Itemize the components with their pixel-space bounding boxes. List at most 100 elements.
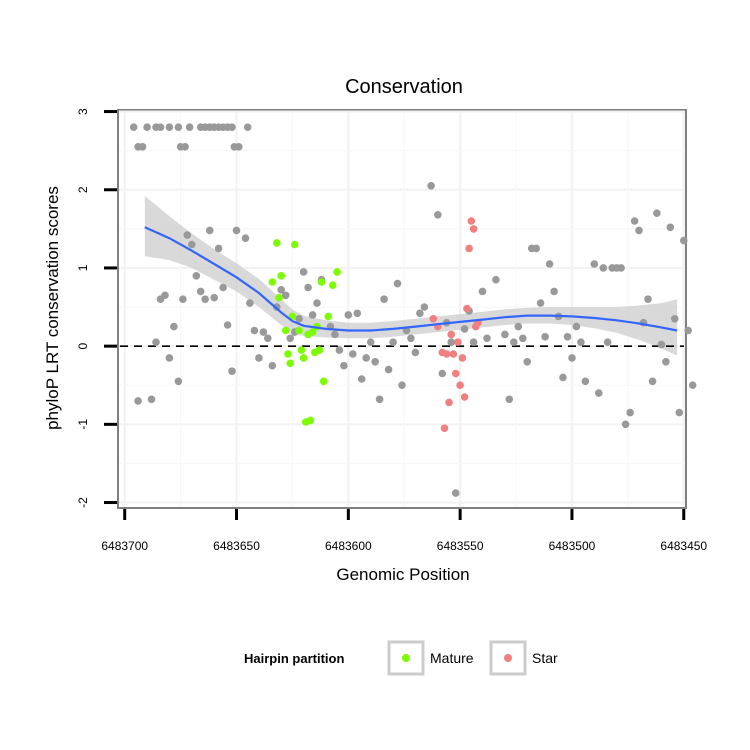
legend-swatch-star [504, 654, 512, 662]
point-other [147, 395, 156, 404]
x-tick-label: 6483500 [549, 539, 596, 553]
point-star [469, 225, 478, 233]
chart-title: Conservation [345, 76, 463, 98]
point-other [393, 279, 402, 288]
point-mature [317, 278, 326, 286]
point-other [286, 334, 295, 343]
point-other [161, 291, 169, 300]
legend-item-star: Star [489, 640, 558, 676]
x-axis-title: Genomic Position [336, 565, 469, 584]
legend: Hairpin partition Mature Star [244, 640, 558, 676]
point-other [214, 244, 223, 253]
point-other [568, 354, 576, 362]
point-other [188, 240, 196, 249]
point-mature [299, 354, 308, 362]
point-other [671, 315, 679, 323]
point-star [465, 244, 473, 253]
x-axis: 6483700 6483650 6483600 6483550 6483500 64834… [101, 509, 707, 553]
point-other [304, 283, 312, 292]
point-other [243, 123, 252, 131]
point-other [143, 123, 151, 131]
x-tick-label: 6483550 [437, 539, 484, 553]
point-other [156, 123, 165, 131]
point-star [460, 393, 469, 401]
x-tick-label: 6483450 [660, 539, 707, 553]
point-mature [286, 359, 295, 368]
point-other [514, 322, 523, 331]
point-mature [273, 239, 281, 247]
point-star [454, 338, 462, 347]
point-other [572, 322, 581, 331]
point-other [680, 236, 688, 245]
point-other [532, 244, 540, 253]
point-other [308, 311, 317, 319]
x-tick-label: 6483600 [325, 539, 372, 553]
point-other [277, 286, 286, 294]
y-tick-label: -1 [76, 419, 90, 430]
y-tick-label: 2 [76, 186, 90, 193]
point-other [183, 231, 192, 239]
point-other [259, 328, 268, 336]
point-other [603, 338, 612, 347]
smooth-trend-line [144, 226, 678, 332]
point-other [357, 375, 366, 383]
point-other [563, 333, 572, 341]
point-other [134, 397, 142, 405]
legend-title: Hairpin partition [244, 651, 344, 666]
point-star [467, 217, 476, 225]
point-other [335, 346, 344, 354]
point-other [185, 123, 194, 131]
point-other [483, 334, 491, 343]
y-axis: -2 -1 0 1 2 3 [76, 108, 117, 508]
point-other [255, 354, 263, 362]
point-other [590, 260, 599, 268]
point-other [427, 182, 435, 190]
point-star [458, 354, 467, 362]
point-other [541, 333, 549, 341]
point-other [241, 234, 250, 242]
point-other [138, 143, 147, 151]
point-star [429, 315, 438, 323]
point-other [232, 226, 241, 235]
point-other [460, 325, 469, 333]
point-other [235, 143, 243, 151]
point-mature [319, 377, 328, 386]
y-tick-label: 0 [76, 342, 90, 349]
x-tick-label: 6483700 [101, 539, 148, 553]
point-other [362, 354, 371, 362]
point-star [451, 369, 460, 378]
point-other [313, 299, 321, 307]
point-other [675, 408, 684, 417]
legend-item-mature: Mature [387, 640, 474, 676]
point-other [644, 295, 652, 304]
point-other [179, 295, 187, 304]
point-other [451, 489, 460, 497]
point-star [445, 398, 453, 407]
point-other [196, 287, 205, 296]
point-other [228, 367, 236, 376]
point-other [617, 264, 625, 272]
point-star [449, 350, 458, 358]
point-other [384, 365, 393, 374]
point-other [536, 299, 545, 307]
point-star [447, 330, 456, 339]
point-other [434, 211, 442, 219]
point-other [416, 309, 424, 318]
point-mature [328, 281, 337, 290]
point-other [170, 322, 178, 331]
point-other [366, 338, 375, 347]
point-other [223, 321, 232, 329]
point-mature [275, 293, 283, 302]
point-other [501, 330, 509, 339]
point-mature [324, 312, 333, 321]
point-mature [315, 346, 324, 354]
point-other [478, 287, 487, 296]
point-other [398, 381, 406, 390]
point-other [165, 354, 174, 362]
point-other [375, 395, 384, 404]
point-other [510, 338, 518, 347]
point-other [344, 311, 353, 319]
point-other [353, 309, 362, 318]
point-other [228, 123, 236, 131]
